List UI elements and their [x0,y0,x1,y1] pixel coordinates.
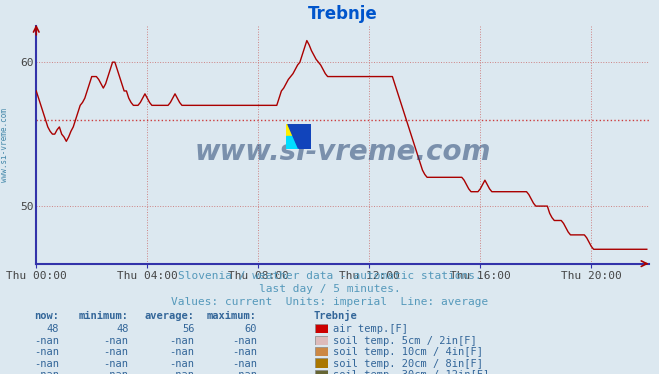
Text: soil temp. 30cm / 12in[F]: soil temp. 30cm / 12in[F] [333,370,490,374]
Text: 56: 56 [182,324,194,334]
Bar [286,124,299,137]
Text: -nan: -nan [169,347,194,357]
Text: -nan: -nan [103,359,129,368]
Text: Trebnje: Trebnje [313,310,357,321]
Text: -nan: -nan [169,370,194,374]
Text: soil temp. 10cm / 4in[F]: soil temp. 10cm / 4in[F] [333,347,484,357]
Text: -nan: -nan [34,347,59,357]
Text: -nan: -nan [232,347,257,357]
Text: soil temp. 5cm / 2in[F]: soil temp. 5cm / 2in[F] [333,336,477,346]
Text: minimum:: minimum: [78,311,129,321]
Text: -nan: -nan [232,336,257,346]
Text: -nan: -nan [103,347,129,357]
Text: -nan: -nan [232,359,257,368]
Text: -nan: -nan [103,336,129,346]
Text: now:: now: [34,311,59,321]
Bar [286,137,299,148]
Text: 48: 48 [116,324,129,334]
Text: -nan: -nan [34,370,59,374]
Text: Slovenia / weather data - automatic stations.: Slovenia / weather data - automatic stat… [178,271,481,280]
Text: air temp.[F]: air temp.[F] [333,324,409,334]
Text: 60: 60 [244,324,257,334]
Title: Trebnje: Trebnje [308,5,378,23]
Text: www.si-vreme.com: www.si-vreme.com [0,108,9,182]
Text: soil temp. 20cm / 8in[F]: soil temp. 20cm / 8in[F] [333,359,484,368]
Text: -nan: -nan [103,370,129,374]
Text: last day / 5 minutes.: last day / 5 minutes. [258,284,401,294]
Text: 48: 48 [47,324,59,334]
Text: Values: current  Units: imperial  Line: average: Values: current Units: imperial Line: av… [171,297,488,307]
Text: -nan: -nan [169,359,194,368]
Text: -nan: -nan [169,336,194,346]
Bar [299,124,311,148]
Text: maximum:: maximum: [207,311,257,321]
Polygon shape [288,124,299,148]
Text: -nan: -nan [34,336,59,346]
Text: www.si-vreme.com: www.si-vreme.com [194,138,491,166]
Text: average:: average: [144,311,194,321]
Text: -nan: -nan [34,359,59,368]
Text: -nan: -nan [232,370,257,374]
